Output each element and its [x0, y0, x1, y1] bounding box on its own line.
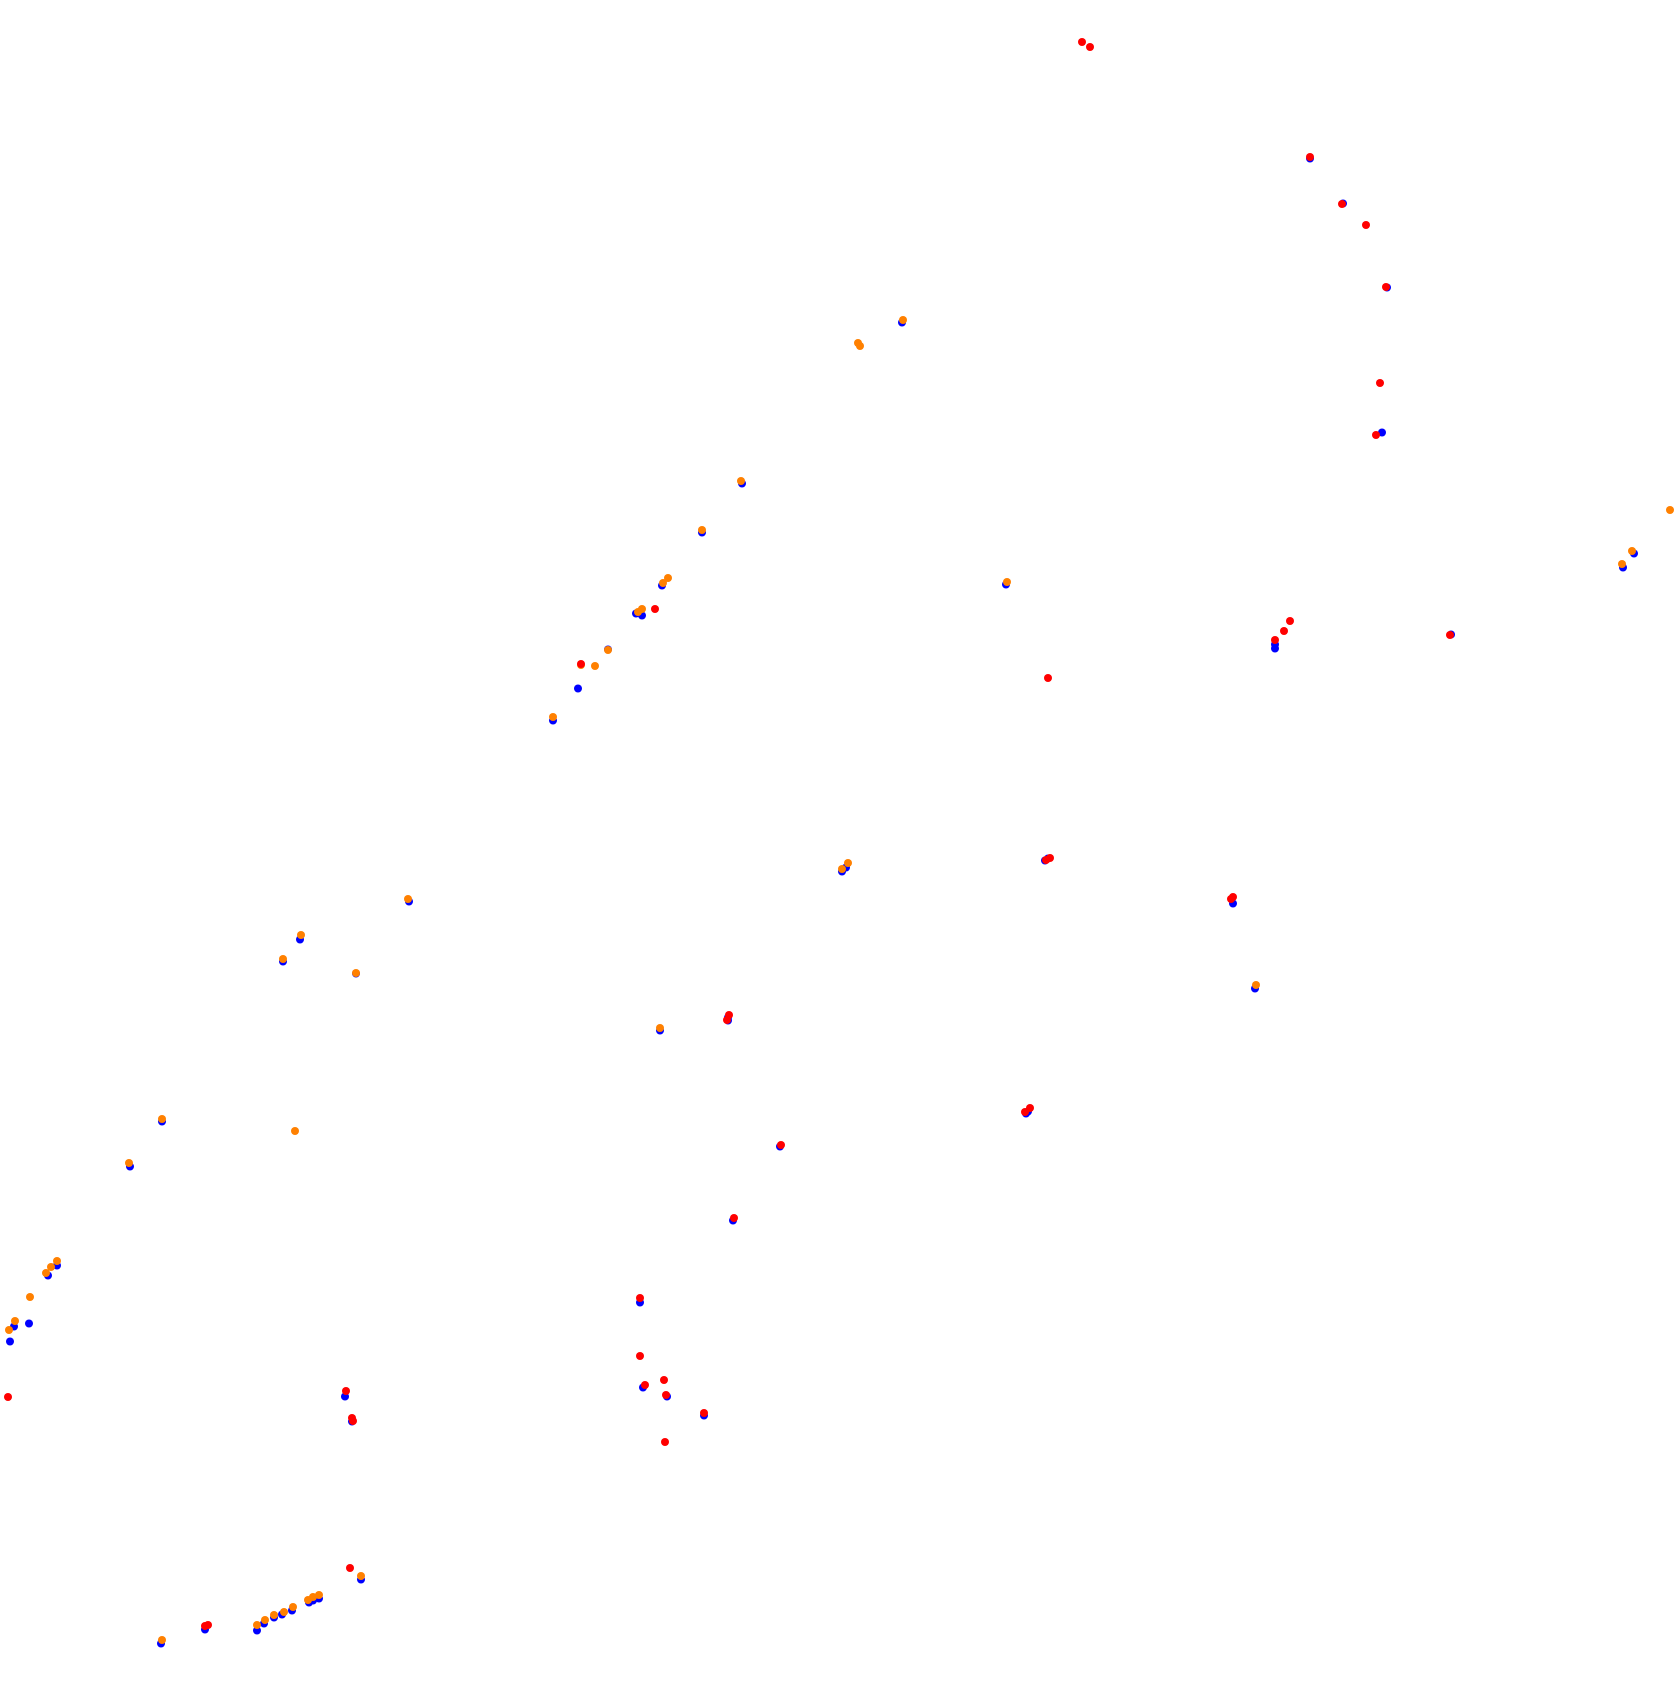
data-point	[297, 931, 305, 939]
data-point	[1372, 431, 1380, 439]
data-point	[47, 1263, 55, 1271]
data-point	[1446, 631, 1454, 639]
data-point	[289, 1603, 297, 1611]
data-point	[651, 605, 659, 613]
data-point	[158, 1115, 166, 1123]
data-point	[404, 895, 412, 903]
data-point	[1666, 506, 1674, 514]
data-point	[42, 1269, 50, 1277]
data-point	[291, 1127, 299, 1135]
data-point	[1628, 547, 1636, 555]
data-point	[662, 1391, 670, 1399]
data-point	[125, 1159, 133, 1167]
data-point	[659, 579, 667, 587]
data-point	[1271, 636, 1279, 644]
data-point	[253, 1621, 261, 1629]
data-point	[1044, 674, 1052, 682]
data-point	[634, 608, 642, 616]
data-point	[1086, 43, 1094, 51]
data-point	[253, 1626, 261, 1635]
data-point	[6, 1337, 14, 1346]
data-point	[261, 1616, 269, 1624]
data-point	[25, 1319, 33, 1328]
series-3	[4, 38, 1454, 1630]
data-point	[1362, 221, 1370, 229]
data-point	[838, 865, 846, 873]
data-point	[1618, 560, 1626, 568]
data-point	[549, 713, 557, 721]
data-point	[656, 1024, 664, 1032]
data-point	[700, 1409, 708, 1417]
data-point	[777, 1141, 785, 1149]
data-point	[1078, 38, 1086, 46]
data-point	[737, 477, 745, 485]
data-point	[636, 1294, 644, 1302]
data-point	[604, 646, 612, 654]
data-point	[1229, 893, 1237, 901]
data-point	[1252, 981, 1260, 989]
data-point	[204, 1621, 212, 1629]
data-point	[1042, 856, 1050, 864]
data-point	[53, 1257, 61, 1265]
data-point	[1378, 428, 1386, 437]
data-point	[577, 660, 585, 668]
data-point	[5, 1326, 13, 1334]
series-layer	[4, 38, 1674, 1648]
data-point	[636, 1352, 644, 1360]
data-point	[1376, 379, 1384, 387]
data-point	[357, 1572, 365, 1580]
data-point	[574, 684, 582, 693]
data-point	[641, 1381, 649, 1389]
data-point	[1306, 153, 1314, 161]
data-point	[1286, 617, 1294, 625]
data-point	[26, 1293, 34, 1301]
data-point	[349, 1417, 357, 1425]
data-point	[1338, 200, 1346, 208]
data-point	[1280, 627, 1288, 635]
data-point	[661, 1438, 669, 1446]
data-point	[591, 662, 599, 670]
data-point	[660, 1376, 668, 1384]
data-point	[730, 1214, 738, 1222]
data-point	[664, 574, 672, 582]
data-point	[11, 1317, 19, 1325]
data-point	[270, 1611, 278, 1619]
data-point	[158, 1636, 166, 1644]
data-point	[1003, 578, 1011, 586]
data-point	[698, 526, 706, 534]
data-point	[1026, 1104, 1034, 1112]
data-point	[1271, 644, 1279, 653]
data-point	[4, 1393, 12, 1401]
data-point	[844, 859, 852, 867]
data-point	[352, 969, 360, 977]
data-point	[856, 342, 864, 350]
data-point	[304, 1596, 312, 1604]
data-point	[346, 1564, 354, 1572]
data-point	[280, 1608, 288, 1616]
data-point	[342, 1387, 350, 1395]
data-point	[1382, 283, 1390, 291]
data-point	[723, 1016, 731, 1024]
data-point	[899, 316, 907, 324]
data-point	[279, 955, 287, 963]
